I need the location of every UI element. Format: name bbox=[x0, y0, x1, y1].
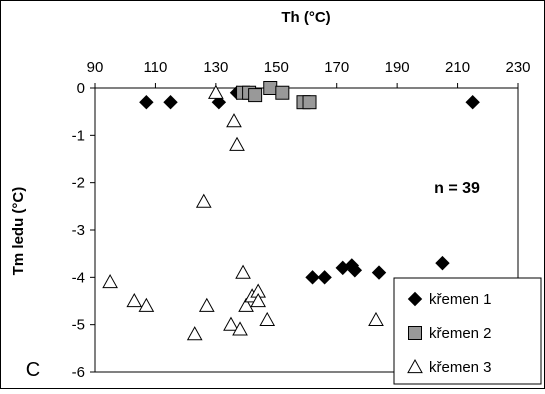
legend-label: křemen 1 bbox=[429, 291, 492, 308]
x-tick-label: 210 bbox=[445, 59, 470, 76]
triangle-data-point bbox=[368, 311, 384, 327]
square-data-point bbox=[263, 81, 278, 95]
panel-label: C bbox=[26, 359, 40, 381]
triangle-data-point bbox=[250, 292, 267, 308]
y-tick-label: -6 bbox=[72, 364, 85, 381]
y-axis-ticks: 0 -1 -2 -3 -4 -5 -6 bbox=[72, 80, 95, 381]
diamond-data-point bbox=[305, 270, 320, 285]
y-tick-label: -2 bbox=[72, 175, 85, 192]
square-data-point bbox=[248, 88, 263, 103]
diamond-data-point bbox=[347, 263, 363, 278]
square-data-point bbox=[302, 95, 317, 110]
diamond-data-point bbox=[317, 270, 332, 285]
legend-triangle-marker bbox=[407, 358, 423, 374]
triangle-data-point bbox=[198, 297, 215, 312]
x-tick-label: 170 bbox=[324, 59, 349, 76]
legend-label: křemen 3 bbox=[429, 359, 492, 376]
legend-diamond-marker bbox=[407, 291, 423, 307]
triangle-data-point bbox=[238, 297, 254, 312]
y-tick-label: -1 bbox=[72, 127, 85, 144]
x-tick-label: 130 bbox=[203, 59, 228, 76]
diamond-data-point bbox=[371, 265, 387, 280]
triangle-data-point bbox=[186, 326, 203, 341]
diamond-data-point bbox=[211, 94, 227, 110]
x-axis-ticks: 90 110 130 150 170 190 210 230 bbox=[87, 59, 531, 88]
triangle-data-point bbox=[232, 321, 248, 336]
y-tick-label: -5 bbox=[72, 317, 85, 334]
diamond-data-point bbox=[465, 94, 480, 110]
x-tick-label: 190 bbox=[385, 59, 410, 76]
diamond-data-point bbox=[435, 255, 450, 271]
triangle-data-point bbox=[138, 297, 155, 312]
triangle-data-point bbox=[208, 84, 224, 99]
triangle-data-point bbox=[235, 264, 251, 279]
diamond-data-point bbox=[163, 94, 178, 110]
diamond-data-point bbox=[139, 94, 154, 110]
triangle-data-point bbox=[102, 274, 118, 289]
triangle-data-point bbox=[226, 113, 242, 128]
triangle-data-point bbox=[126, 292, 143, 308]
legend-label: křemen 2 bbox=[429, 325, 492, 342]
x-tick-label: 150 bbox=[264, 59, 289, 76]
x-tick-label: 110 bbox=[143, 59, 167, 76]
triangle-data-point bbox=[229, 136, 245, 151]
x-tick-label: 230 bbox=[505, 59, 530, 76]
triangle-data-point bbox=[259, 311, 276, 327]
y-tick-label: -4 bbox=[72, 269, 85, 286]
y-axis-title: Tm ledu (°C) bbox=[10, 187, 27, 276]
legend: křemen 1 křemen 2 křemen 3 bbox=[393, 277, 542, 385]
data-points bbox=[102, 81, 480, 341]
triangle-data-point bbox=[223, 316, 239, 331]
x-axis-title: Th (°C) bbox=[281, 9, 330, 26]
legend-square-marker bbox=[408, 326, 422, 340]
x-tick-label: 90 bbox=[87, 59, 104, 76]
triangle-data-point bbox=[195, 193, 212, 208]
square-data-point bbox=[275, 85, 290, 100]
y-tick-label: 0 bbox=[77, 80, 85, 97]
sample-count-annotation: n = 39 bbox=[434, 180, 480, 197]
y-tick-label: -3 bbox=[72, 222, 85, 239]
